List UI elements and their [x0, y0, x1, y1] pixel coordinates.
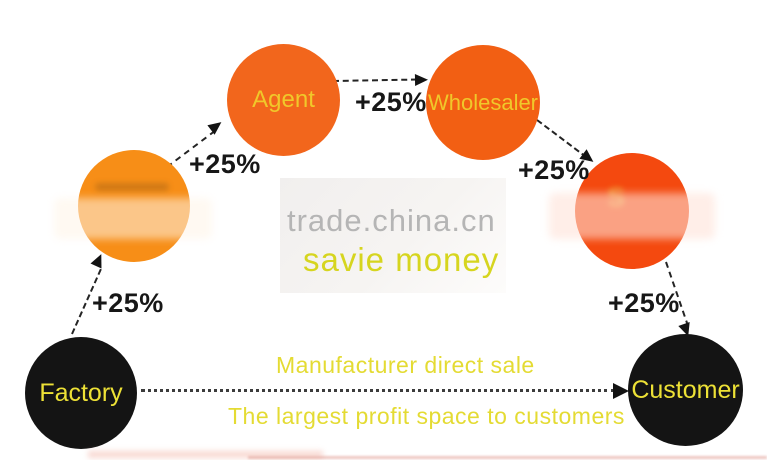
- watermark-panel: [280, 178, 506, 293]
- markup-label-4: +25%: [518, 155, 590, 185]
- scan-artifact: [88, 451, 323, 458]
- node-factory: Factory: [25, 337, 137, 449]
- markup-label-1: +25%: [92, 288, 164, 318]
- dotted-arrow-factory-to-customer: [141, 389, 615, 392]
- node-customer-label: Customer: [631, 375, 740, 404]
- dashed-arrow-wholesaler-to-reseller2: [536, 119, 588, 159]
- node-agent: Agent: [227, 44, 340, 156]
- blur-band-reseller-2: [549, 193, 715, 239]
- scan-artifact: [248, 456, 767, 459]
- node-wholesaler-label: Wholesaler: [427, 89, 539, 115]
- dashed-arrow-agent-to-wholesaler: [332, 78, 418, 82]
- markup-label-2: +25%: [189, 149, 261, 179]
- profit-space-caption: The largest profit space to customers: [228, 403, 625, 429]
- arrowhead-icon: [613, 383, 629, 399]
- watermark-slogan-text: savie money: [303, 241, 500, 278]
- blur-band-reseller-1: [54, 198, 212, 239]
- arrowhead-icon: [414, 73, 429, 86]
- node-customer: Customer: [628, 334, 743, 446]
- node-agent-label: Agent: [252, 86, 315, 113]
- watermark-site-text: trade.china.cn: [287, 203, 496, 238]
- node-factory-label: Factory: [39, 378, 123, 407]
- arrowhead-icon: [90, 251, 107, 269]
- direct-sale-caption: Manufacturer direct sale: [276, 352, 535, 378]
- markup-label-3: +25%: [355, 87, 427, 117]
- blurred-label-remnant: [95, 183, 169, 191]
- node-wholesaler: Wholesaler: [426, 45, 540, 160]
- markup-label-5: +25%: [608, 288, 680, 318]
